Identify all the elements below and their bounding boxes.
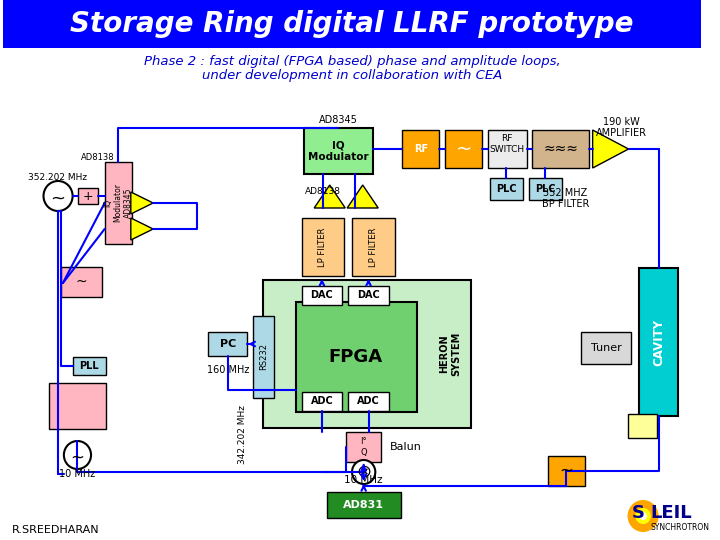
Text: ADC: ADC: [357, 396, 380, 406]
Polygon shape: [593, 130, 629, 168]
Text: PLL: PLL: [79, 361, 99, 371]
Text: R.SREEDHARAN: R.SREEDHARAN: [12, 525, 100, 535]
Bar: [73, 357, 106, 375]
Text: Tuner: Tuner: [591, 343, 621, 353]
Text: ≈≈≈: ≈≈≈: [543, 142, 578, 156]
Bar: [302, 218, 344, 276]
Bar: [304, 128, 374, 174]
Text: PLC: PLC: [535, 184, 555, 194]
Text: Storage Ring digital LLRF prototype: Storage Ring digital LLRF prototype: [71, 10, 634, 38]
Bar: [628, 414, 657, 438]
Polygon shape: [131, 218, 153, 240]
Text: RF
SWITCH: RF SWITCH: [490, 134, 525, 154]
Text: 10 MHz: 10 MHz: [59, 469, 96, 479]
Bar: [253, 316, 274, 398]
Bar: [263, 280, 472, 428]
Polygon shape: [314, 185, 345, 208]
Text: SYNCHROTRON: SYNCHROTRON: [651, 523, 710, 531]
Text: RS232: RS232: [259, 343, 269, 370]
Bar: [533, 130, 589, 168]
Text: under development in collaboration with CEA: under development in collaboration with …: [202, 70, 503, 83]
Text: ~: ~: [456, 139, 472, 159]
Bar: [348, 286, 389, 305]
Text: ~: ~: [71, 449, 84, 467]
Bar: [3, 0, 701, 48]
Text: BP FILTER: BP FILTER: [541, 199, 589, 209]
Polygon shape: [347, 185, 378, 208]
Bar: [49, 383, 106, 429]
Text: I°
Q: I° Q: [360, 437, 367, 457]
Text: 342.202 MHz: 342.202 MHz: [238, 406, 247, 464]
Bar: [104, 162, 132, 244]
Text: AD8138: AD8138: [305, 187, 341, 197]
Circle shape: [628, 500, 659, 532]
Text: DAC: DAC: [310, 290, 333, 300]
Circle shape: [64, 441, 91, 469]
Text: AD8345: AD8345: [319, 115, 358, 125]
Polygon shape: [131, 192, 153, 214]
Bar: [548, 456, 585, 486]
Bar: [346, 432, 381, 462]
Text: ⊗: ⊗: [356, 463, 372, 481]
Text: PC: PC: [220, 339, 236, 349]
Text: 160 MHz: 160 MHz: [207, 365, 249, 375]
Text: PLC: PLC: [496, 184, 517, 194]
Bar: [402, 130, 439, 168]
Bar: [445, 130, 482, 168]
Circle shape: [639, 512, 647, 520]
Text: ~: ~: [76, 275, 87, 289]
Circle shape: [635, 508, 651, 524]
Text: ~: ~: [50, 190, 66, 208]
Text: Balun: Balun: [390, 442, 421, 452]
Text: LP FILTER: LP FILTER: [318, 227, 328, 267]
Text: +: +: [83, 190, 94, 202]
Bar: [208, 332, 247, 356]
Text: AMPLIFIER: AMPLIFIER: [596, 128, 647, 138]
Text: CAVITY: CAVITY: [652, 319, 665, 366]
Circle shape: [43, 181, 73, 211]
Text: 10 MHz: 10 MHz: [344, 475, 383, 485]
Bar: [302, 392, 342, 411]
Bar: [488, 130, 526, 168]
Text: IQ
Modulator: IQ Modulator: [308, 140, 369, 162]
Text: ADC: ADC: [310, 396, 333, 406]
Bar: [352, 218, 395, 276]
Bar: [581, 332, 631, 364]
Bar: [490, 178, 523, 200]
Text: IQ
Modulator
AD8345: IQ Modulator AD8345: [103, 184, 133, 222]
Bar: [296, 302, 417, 412]
Text: 352 MHZ: 352 MHZ: [544, 188, 588, 198]
Text: 352.202 MHz: 352.202 MHz: [29, 172, 88, 181]
Bar: [327, 492, 400, 518]
Text: AD831: AD831: [343, 500, 384, 510]
Bar: [639, 268, 678, 416]
Text: 190 kW: 190 kW: [603, 117, 640, 127]
Bar: [61, 267, 102, 297]
Text: LP FILTER: LP FILTER: [369, 227, 378, 267]
Circle shape: [352, 460, 375, 484]
Text: RF: RF: [414, 144, 428, 154]
Bar: [302, 286, 342, 305]
Text: S: S: [631, 504, 644, 522]
Text: FPGA: FPGA: [329, 348, 383, 366]
Text: AD8138: AD8138: [81, 152, 114, 161]
Bar: [528, 178, 562, 200]
Text: Phase 2 : fast digital (FPGA based) phase and amplitude loops,: Phase 2 : fast digital (FPGA based) phas…: [144, 56, 560, 69]
Bar: [78, 188, 98, 204]
Text: HERON
SYSTEM: HERON SYSTEM: [439, 332, 461, 376]
Text: LEIL: LEIL: [651, 504, 693, 522]
Text: DAC: DAC: [357, 290, 380, 300]
Bar: [348, 392, 389, 411]
Text: ~: ~: [559, 462, 573, 480]
